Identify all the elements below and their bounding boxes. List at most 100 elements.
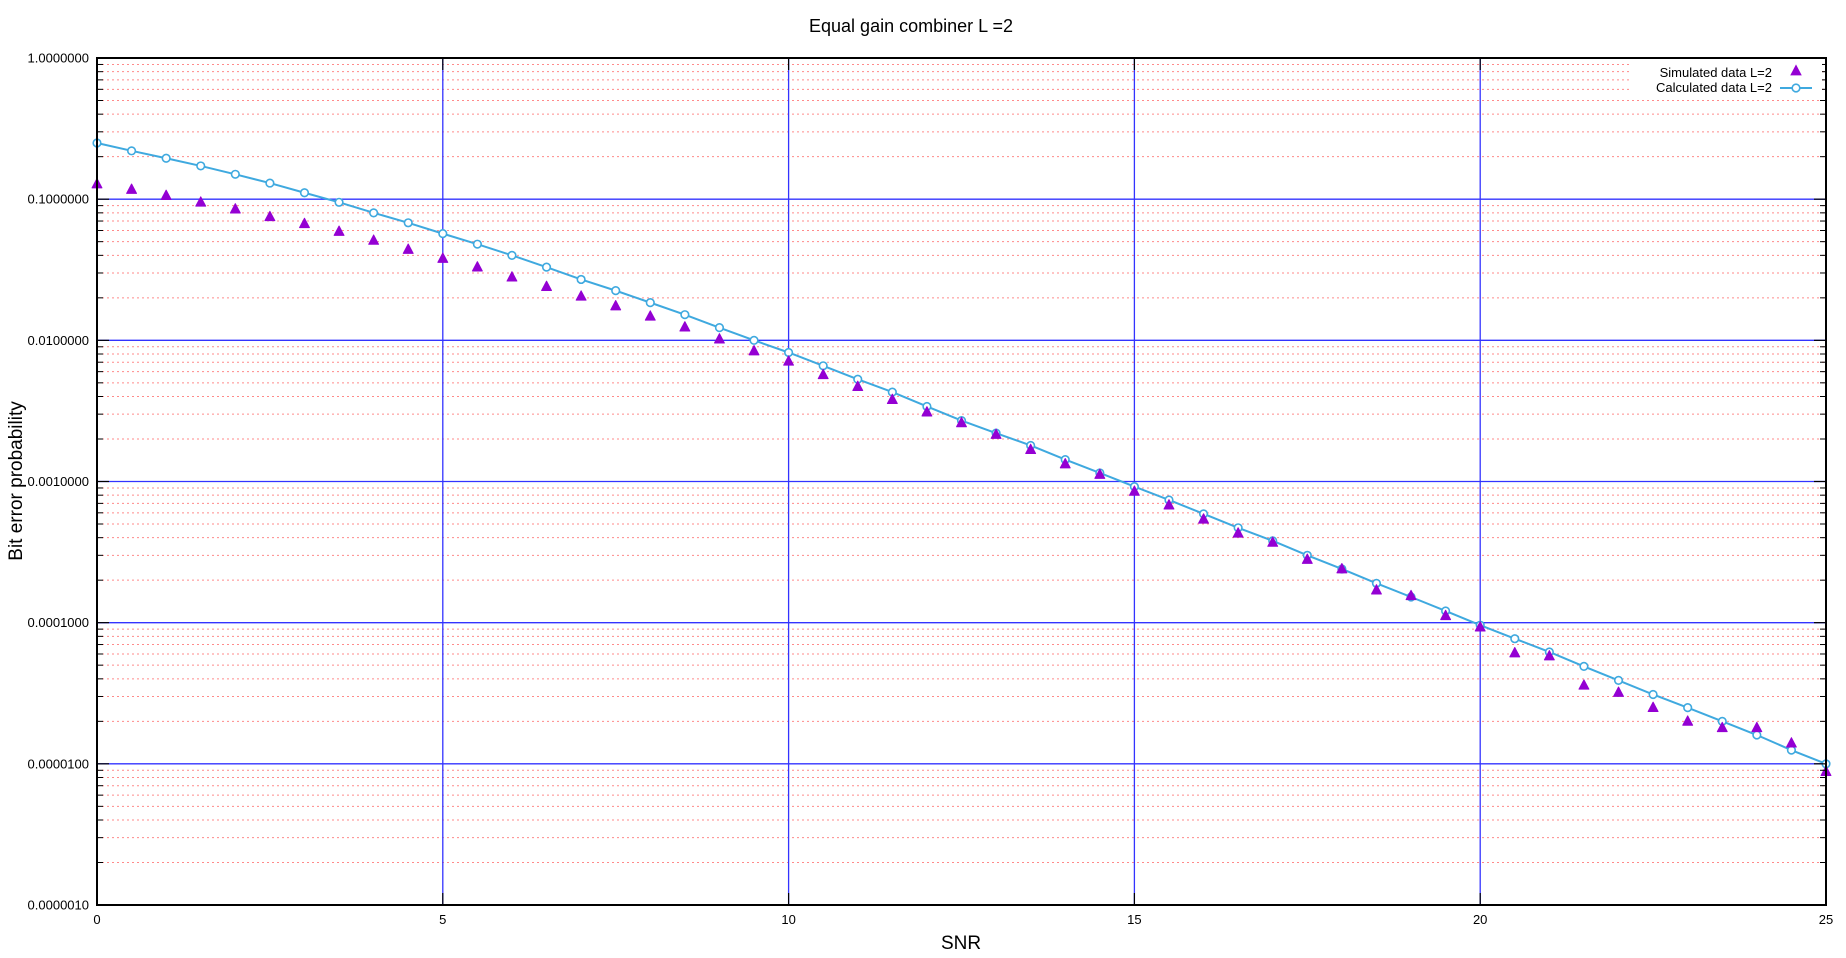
calculated-point xyxy=(1579,661,1589,672)
simulated-point xyxy=(471,261,483,272)
simulated-point xyxy=(1682,715,1694,726)
calculated-point xyxy=(611,286,621,296)
calculated-point xyxy=(196,161,206,171)
simulated-point xyxy=(229,203,241,214)
simulated-point xyxy=(610,300,622,311)
calculated-point xyxy=(507,250,517,260)
y-tick-labels: 1.0000000 0.1000000 0.0100000 0.0010000 0.00… xyxy=(28,51,89,913)
calculated-point xyxy=(369,208,379,218)
simulated-point xyxy=(1198,513,1210,524)
x-tick-label: 15 xyxy=(1127,912,1141,927)
simulated-point xyxy=(1716,721,1728,733)
y-tick-label: 0.0010000 xyxy=(28,474,89,489)
simulated-point xyxy=(1613,686,1624,697)
simulated-point xyxy=(1543,650,1555,661)
y-tick-label: 0.0100000 xyxy=(28,333,89,348)
calculated-point xyxy=(714,323,725,333)
calculated-point xyxy=(1752,730,1762,740)
legend-sample-calculated xyxy=(1780,83,1812,93)
simulated-point xyxy=(368,234,380,245)
y-tick-label: 1.0000000 xyxy=(28,51,89,66)
x-axis-title: SNR xyxy=(941,933,981,953)
x-tick-labels: 0 5 10 15 20 25 xyxy=(93,912,1833,927)
calculated-point xyxy=(1683,703,1693,713)
calculated-point xyxy=(818,361,828,371)
simulated-point xyxy=(956,416,967,428)
simulated-point xyxy=(1059,458,1071,469)
calculated-point xyxy=(680,310,690,320)
simulated-point xyxy=(817,368,829,380)
calculated-point xyxy=(265,178,275,188)
simulated-point xyxy=(1474,621,1486,632)
x-tick-label: 10 xyxy=(781,912,795,927)
y-tick-label: 0.0001000 xyxy=(28,615,89,630)
calculated-point xyxy=(299,188,310,198)
simulated-point xyxy=(1094,468,1106,479)
x-tick-label: 20 xyxy=(1473,912,1487,927)
simulated-point xyxy=(1785,737,1797,748)
legend-label-calculated: Calculated data L=2 xyxy=(1656,80,1772,95)
simulated-point xyxy=(541,280,552,292)
simulated-point xyxy=(748,345,760,356)
major-grid xyxy=(97,58,1826,905)
simulated-point xyxy=(713,333,725,344)
simulated-point xyxy=(1301,553,1313,564)
legend-background xyxy=(1632,61,1822,97)
simulated-point xyxy=(506,271,518,282)
y-tick-label: 0.1000000 xyxy=(28,192,89,207)
calculated-point xyxy=(783,347,794,358)
simulated-point xyxy=(575,290,587,301)
simulated-point xyxy=(921,406,933,417)
calculated-point xyxy=(126,146,137,156)
simulated-point xyxy=(1267,536,1279,547)
simulated-point xyxy=(990,428,1002,439)
simulated-point xyxy=(1163,499,1175,510)
y-tick-label: 0.0000010 xyxy=(28,898,89,913)
simulated-point xyxy=(1578,679,1590,690)
x-tick-label: 5 xyxy=(439,912,446,927)
calculated-point xyxy=(749,335,759,345)
axis-ticks xyxy=(96,57,1827,906)
legend: Simulated data L=2 Calculated data L=2 xyxy=(1632,61,1822,97)
simulated-point xyxy=(264,210,276,222)
simulated-point xyxy=(126,183,138,194)
simulated-point xyxy=(1647,701,1659,713)
y-axis-title: Bit error probability xyxy=(6,401,27,561)
calculated-point xyxy=(1613,675,1624,685)
calculated-point xyxy=(1648,689,1658,700)
simulated-point xyxy=(644,310,656,321)
simulated-point xyxy=(1371,584,1382,595)
calculated-point xyxy=(403,218,413,228)
simulated-point xyxy=(1440,609,1452,621)
simulated-point xyxy=(160,189,172,200)
calculated-point xyxy=(161,153,171,163)
simulated-point xyxy=(1128,485,1140,496)
simulated-point xyxy=(195,196,207,207)
simulated-point xyxy=(402,243,414,254)
calculated-point xyxy=(472,239,482,249)
simulated-point xyxy=(679,321,691,332)
simulated-point xyxy=(1025,443,1037,455)
simulated-point xyxy=(1336,562,1348,574)
legend-marker-simulated xyxy=(1790,64,1802,76)
chart-title: Equal gain combiner L =2 xyxy=(809,16,1013,36)
simulated-point xyxy=(1509,646,1521,658)
x-tick-label: 25 xyxy=(1819,912,1833,927)
calculated-point xyxy=(334,197,344,207)
simulated-point xyxy=(1232,527,1244,538)
simulated-point xyxy=(299,217,310,229)
simulated-point xyxy=(852,380,864,391)
minor-grid xyxy=(97,63,1826,864)
calculated-point xyxy=(1510,634,1520,644)
simulated-point xyxy=(333,225,345,236)
x-tick-label: 0 xyxy=(93,912,100,927)
simulated-point xyxy=(1751,721,1763,733)
simulated-point xyxy=(886,393,898,404)
legend-label-simulated: Simulated data L=2 xyxy=(1660,65,1772,80)
simulated-point xyxy=(1405,589,1417,601)
y-tick-label: 0.0000100 xyxy=(28,756,89,771)
calculated-point xyxy=(576,274,586,285)
